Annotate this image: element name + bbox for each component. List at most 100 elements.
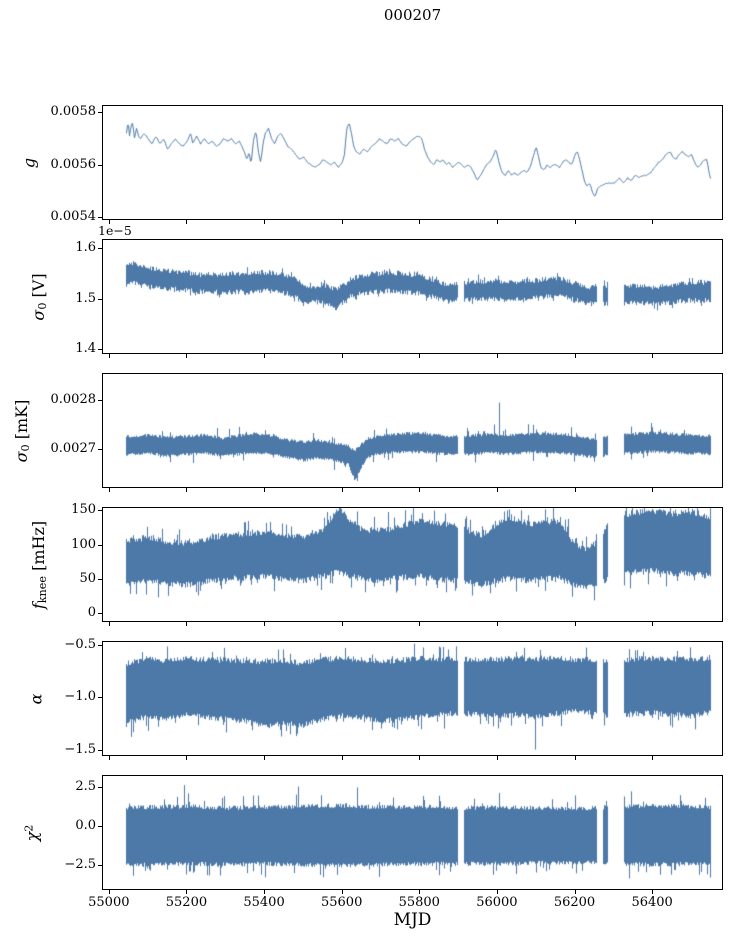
x-tick xyxy=(341,220,343,224)
y-tick xyxy=(98,449,102,451)
y-axis-label-chi2: χ2 xyxy=(22,824,41,841)
x-axis-title: MJD xyxy=(393,910,432,930)
x-tick xyxy=(496,220,498,224)
y-tick xyxy=(98,248,102,250)
y-tick-label: 150 xyxy=(71,502,96,518)
plot-canvas-fknee xyxy=(103,508,722,621)
x-tick xyxy=(341,488,343,492)
y-tick xyxy=(98,544,102,546)
x-tick xyxy=(419,622,421,626)
y-tick-label: 0 xyxy=(87,605,96,621)
y-axis-label-segment: f xyxy=(28,602,48,609)
y-tick xyxy=(98,697,102,699)
x-tick-label: 55800 xyxy=(398,895,440,910)
x-tick xyxy=(496,756,498,760)
subplot-alpha xyxy=(102,641,723,756)
subplot-sigma0-v xyxy=(102,239,723,354)
subplot-chi2 xyxy=(102,775,723,890)
y-tick xyxy=(98,112,102,114)
x-tick xyxy=(652,890,654,894)
plot-canvas-chi2 xyxy=(103,776,722,889)
x-tick xyxy=(496,354,498,358)
y-tick-label: 0.0028 xyxy=(50,392,97,408)
x-tick xyxy=(186,756,188,760)
y-tick-label: 0.0058 xyxy=(50,104,97,120)
y-tick-label: 1.4 xyxy=(75,340,96,356)
y-axis-label-segment: 0 xyxy=(36,302,50,310)
x-tick xyxy=(574,890,576,894)
y-tick-label: 2.5 xyxy=(75,778,96,794)
y-tick-label: 0.0027 xyxy=(50,441,97,457)
x-tick-label: 55200 xyxy=(165,895,208,910)
y-tick xyxy=(98,164,102,166)
x-tick-label: 56200 xyxy=(553,895,596,910)
y-axis-label-segment: [V] xyxy=(28,272,48,303)
x-tick xyxy=(186,890,188,894)
x-tick xyxy=(419,354,421,358)
x-tick xyxy=(341,756,343,760)
x-tick xyxy=(419,220,421,224)
plot-canvas-g xyxy=(103,106,722,219)
x-tick xyxy=(264,220,266,224)
y-tick-label: −1.0 xyxy=(64,689,96,705)
y-tick-label: 0.0 xyxy=(75,817,96,833)
y-tick-label: 0.0054 xyxy=(50,209,97,225)
x-tick-label: 55000 xyxy=(88,895,130,910)
x-tick xyxy=(264,622,266,626)
x-tick xyxy=(341,890,343,894)
x-tick xyxy=(264,488,266,492)
y-tick xyxy=(98,864,102,866)
y-axis-label-segment: [mHz] xyxy=(28,520,48,576)
axis-offset-text: 1e−5 xyxy=(98,223,132,238)
y-axis-label-segment: σ xyxy=(11,450,31,462)
y-axis-label-sigma0-v: σ0 [V] xyxy=(29,273,49,320)
figure-title: 000207 xyxy=(383,6,442,24)
subplot-sigma0-mk xyxy=(102,373,723,488)
x-tick xyxy=(652,488,654,492)
y-tick-label: 1.6 xyxy=(75,240,96,256)
x-tick xyxy=(419,756,421,760)
y-tick xyxy=(98,578,102,580)
y-axis-label-fknee: fknee [mHz] xyxy=(29,520,49,608)
x-tick xyxy=(108,756,110,760)
x-tick xyxy=(496,890,498,894)
y-tick xyxy=(98,217,102,219)
y-axis-label-g: g xyxy=(20,157,39,167)
y-axis-label-segment: g xyxy=(19,157,39,168)
plot-canvas-sigma0-mk xyxy=(103,374,722,487)
x-tick xyxy=(186,622,188,626)
x-tick xyxy=(186,354,188,358)
x-tick-label: 56400 xyxy=(631,895,673,910)
x-tick xyxy=(574,756,576,760)
x-tick xyxy=(652,220,654,224)
y-tick xyxy=(98,298,102,300)
y-tick xyxy=(98,613,102,615)
x-tick xyxy=(108,622,110,626)
y-tick-label: 100 xyxy=(71,536,96,552)
y-axis-label-segment: χ xyxy=(22,831,42,841)
subplot-g xyxy=(102,105,723,220)
y-tick xyxy=(98,348,102,350)
x-tick-label: 55600 xyxy=(320,895,363,910)
x-tick-label: 55400 xyxy=(243,895,285,910)
y-tick-label: 0.0056 xyxy=(50,156,97,172)
plot-canvas-sigma0-v xyxy=(103,240,722,353)
x-tick-label: 56000 xyxy=(476,895,518,910)
y-tick xyxy=(98,645,102,647)
y-tick xyxy=(98,749,102,751)
x-tick xyxy=(574,622,576,626)
x-tick xyxy=(574,354,576,358)
y-axis-label-segment: σ xyxy=(28,309,48,321)
plot-canvas-alpha xyxy=(103,642,722,755)
y-axis-label-segment: [mK] xyxy=(11,399,31,444)
x-tick xyxy=(264,354,266,358)
y-tick-label: −0.5 xyxy=(64,637,96,653)
x-tick xyxy=(652,756,654,760)
x-tick xyxy=(419,488,421,492)
x-tick xyxy=(186,220,188,224)
y-axis-label-segment: knee xyxy=(36,575,50,603)
x-tick xyxy=(341,622,343,626)
y-tick-label: −1.5 xyxy=(64,741,96,757)
y-tick-label: 1.5 xyxy=(75,290,96,306)
